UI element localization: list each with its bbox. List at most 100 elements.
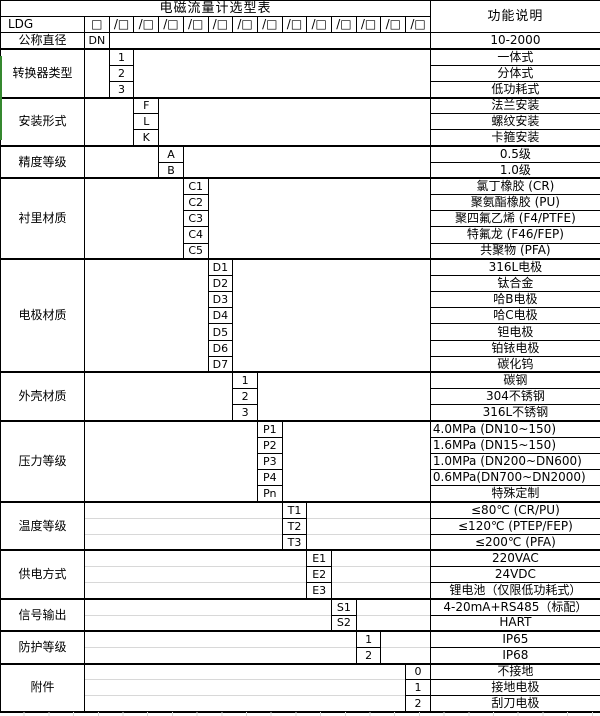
description-cell: 304不锈钢 [429,388,600,406]
row-label-8: 温度等级 [0,500,85,551]
gap [356,614,431,632]
table-row: 温度等级 T1 ≤80℃ (CR/PU) [0,500,600,551]
table-row: 安装形式 F 法兰安装 [0,96,600,147]
gap [84,517,283,535]
code-cell: P2 [256,436,283,454]
gap [380,646,431,664]
code-cell: D3 [207,291,234,309]
code-cell: 2 [108,64,135,82]
table-row: C2 聚氨酯橡胶 (PU) [1,194,600,212]
code-box: /□ [108,16,135,34]
code-cell: 3 [232,404,258,422]
gap [84,500,283,518]
gap [84,597,332,616]
table-row: S2 HART [1,614,600,632]
description-cell: 螺纹安装 [429,113,600,131]
row-label-7: 压力等级 [0,419,85,502]
code-cell: 2 [232,388,258,406]
table-row: 电极材质 D1 316L电极 [0,258,600,373]
gap [232,258,431,373]
row-label-12: 附件 [0,662,85,713]
table-row: E2 24VDC [1,566,600,584]
gap [84,646,357,664]
code-box: □ [84,16,110,34]
code-box: /□ [355,16,382,34]
description-cell: 氯丁橡胶 (CR) [429,177,600,196]
table-row: 外壳材质 1 碳钢 [0,371,600,421]
table-row: 转换器类型 1 一体式 [0,48,600,98]
description-cell: 0.5级 [429,145,600,163]
description-cell: 钽电极 [429,323,600,341]
code-cell: P4 [256,468,283,487]
table-row: 2 IP68 [1,646,600,665]
code-cell: 2 [355,646,382,665]
table-row: 衬里材质 C1 氯丁橡胶 (CR) [0,177,600,260]
table-row: P3 1.0MPa (DN200~DN600) [1,452,600,470]
code-cell: D2 [207,274,234,293]
description-cell: 分体式 [429,64,600,82]
description-cell: ≤120℃ (PTEP/FEP) [429,517,600,535]
code-box: /□ [405,16,431,34]
description-cell: 特殊定制 [429,485,600,503]
row-label-0: 公称直径 [0,32,85,50]
gap [331,566,431,583]
table-row: 附件 0 不接地 [0,662,600,713]
description-cell: 哈B电极 [429,291,600,309]
gap [306,533,431,551]
gap [84,145,159,179]
code-cell: D5 [207,323,234,341]
table-row: 供电方式 E1 220VAC [0,549,600,599]
page-title: 电磁流量计选型表 [0,0,431,18]
description-cell: 锂电池（仅限低功耗式） [429,582,600,600]
code-cell: T3 [281,533,308,551]
description-cell: 共聚物 (PFA) [429,242,600,260]
table-row: E3 锂电池（仅限低功耗式） [1,582,600,600]
code-cell: D4 [207,307,234,325]
gap [208,177,431,260]
description-cell: 4.0MPa (DN10~150) [429,419,600,438]
table-row: T3 ≤200℃ (PFA) [1,533,600,551]
table-row: 公称直径 DN 10-2000 [0,32,600,50]
gap [331,582,431,599]
description-cell: 接地电极 [429,679,600,697]
gap [84,679,406,696]
row-label-2: 安装形式 [0,96,85,147]
gap [84,96,134,147]
row-label-1: 转换器类型 [0,48,85,98]
description-cell: 法兰安装 [429,96,600,115]
description-cell: 碳钢 [429,371,600,390]
code-cell: DN [84,32,110,50]
gap [356,597,431,616]
code-box: /□ [182,16,209,34]
code-cell: T2 [281,517,308,535]
gap [84,258,209,373]
code-cell: S2 [331,614,357,632]
description-cell: 316L电极 [429,258,600,276]
gap [109,33,430,49]
description-cell: 不接地 [429,662,600,681]
code-cell: P3 [256,452,283,470]
table-row: LDG □/□/□/□/□/□/□/□/□/□/□/□/□/□ [0,16,600,34]
code-box: /□ [331,16,357,34]
description-cell: 刮刀电极 [429,695,600,713]
gap [306,517,431,535]
description-cell: 聚氨酯橡胶 (PU) [429,194,600,212]
row-label-5: 电极材质 [0,258,85,373]
description-cell: 1.6MPa (DN15~150) [429,436,600,454]
code-cell: 1 [355,630,382,648]
model-prefix: LDG [0,16,85,34]
gap [84,549,307,567]
gap [84,533,283,551]
code-cell: C2 [182,194,209,212]
gap [84,48,110,98]
description-cell: 1.0级 [429,161,600,179]
description-cell: 316L不锈钢 [429,404,600,422]
table-row: 3 低功耗式 [1,80,600,99]
table-row: 1 接地电极 [1,679,600,697]
row-label-9: 供电方式 [0,549,85,599]
code-box: /□ [306,16,333,34]
code-cell: P1 [256,419,283,438]
description-cell: 24VDC [429,566,600,584]
code-cell: 0 [405,662,431,681]
